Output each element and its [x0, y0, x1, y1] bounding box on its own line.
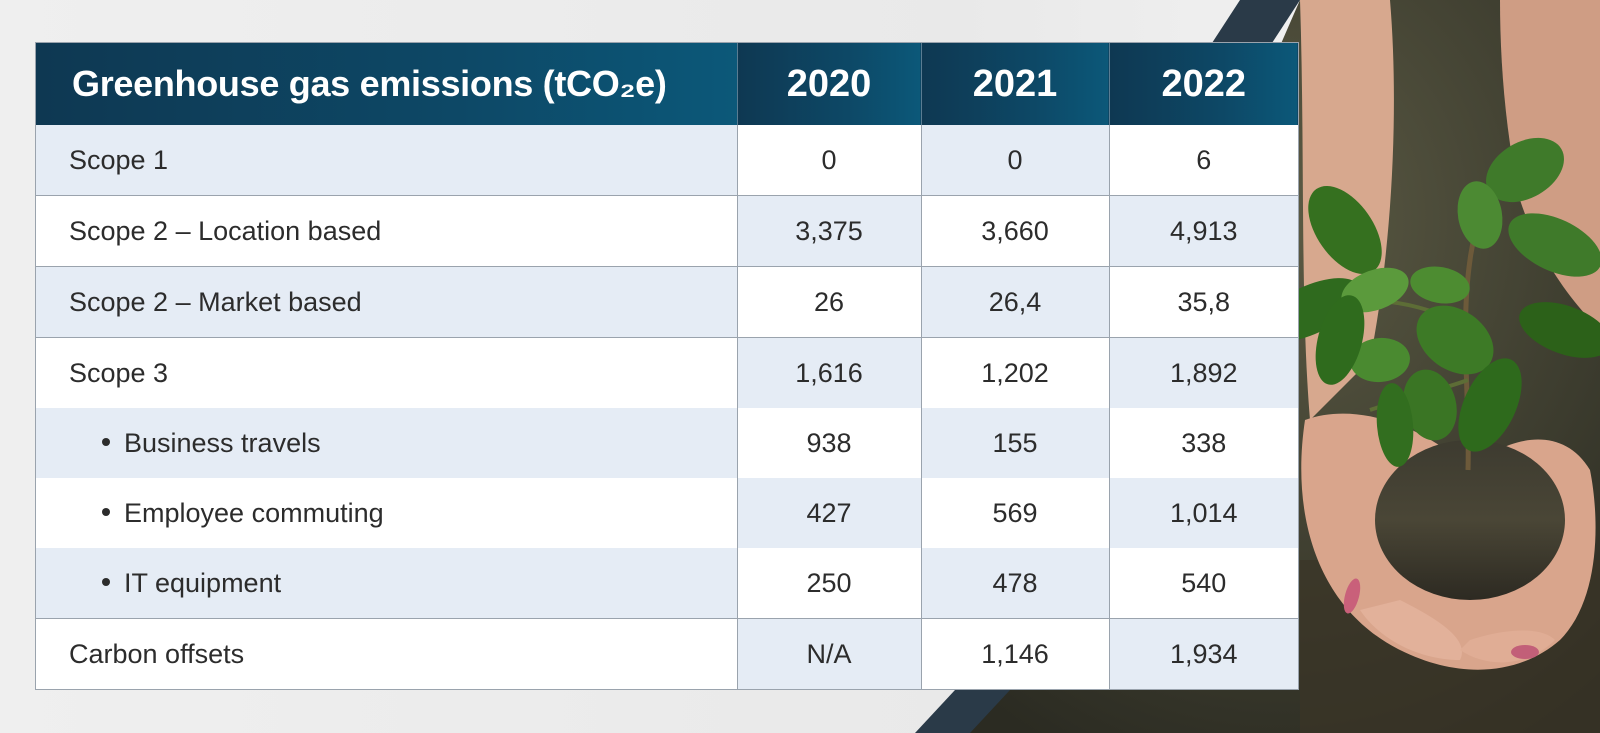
table-row: Scope 2 – Location based 3,375 3,660 4,9…	[36, 195, 1298, 267]
cell-value: 4,913	[1109, 195, 1298, 267]
cell-value: 1,014	[1109, 478, 1298, 548]
cell-value: 1,616	[737, 337, 922, 408]
cell-value: 26	[737, 266, 922, 338]
cell-value: 569	[921, 478, 1110, 548]
cell-value: 938	[737, 408, 922, 478]
table-row: Business travels 938 155 338	[36, 408, 1298, 478]
cell-value: 250	[737, 548, 922, 619]
cell-value: 478	[921, 548, 1110, 619]
cell-value: 1,146	[921, 618, 1110, 689]
cell-value: 155	[921, 408, 1110, 478]
cell-value: 540	[1109, 548, 1298, 619]
row-label: IT equipment	[36, 548, 738, 619]
cell-value: 1,202	[921, 337, 1110, 408]
row-label: Scope 2 – Market based	[36, 266, 738, 338]
table-row: Employee commuting 427 569 1,014	[36, 478, 1298, 548]
table-row: Scope 3 1,616 1,202 1,892	[36, 337, 1298, 408]
cell-value: 26,4	[921, 266, 1110, 338]
row-label: Scope 3	[36, 337, 738, 408]
accent-band-top	[1212, 0, 1300, 43]
emissions-table: Greenhouse gas emissions (tCO₂e) 2020 20…	[36, 43, 1298, 689]
table-header-row: Greenhouse gas emissions (tCO₂e) 2020 20…	[36, 43, 1298, 125]
cell-value: 0	[921, 125, 1110, 196]
cell-value: 35,8	[1109, 266, 1298, 338]
cell-value: 3,660	[921, 195, 1110, 267]
year-2020-header: 2020	[737, 43, 922, 125]
year-2022-header: 2022	[1109, 43, 1298, 125]
cell-value: 1,934	[1109, 618, 1298, 689]
table-row: IT equipment 250 478 540	[36, 548, 1298, 619]
cell-value: 6	[1109, 125, 1298, 196]
emissions-table-container: Greenhouse gas emissions (tCO₂e) 2020 20…	[36, 43, 1298, 689]
table-row: Scope 2 – Market based 26 26,4 35,8	[36, 266, 1298, 338]
cell-value: 1,892	[1109, 337, 1298, 408]
cell-value: N/A	[737, 618, 922, 689]
table-row: Scope 1 0 0 6	[36, 125, 1298, 196]
row-label: Scope 1	[36, 125, 738, 196]
bullet-icon	[102, 438, 110, 447]
table-title: Greenhouse gas emissions (tCO₂e)	[36, 43, 738, 125]
accent-band-bottom	[915, 690, 1010, 733]
year-2021-header: 2021	[921, 43, 1110, 125]
row-label: Business travels	[36, 408, 738, 478]
row-label: Scope 2 – Location based	[36, 195, 738, 267]
bullet-icon	[102, 578, 110, 587]
bullet-icon	[102, 508, 110, 517]
cell-value: 3,375	[737, 195, 922, 267]
cell-value: 427	[737, 478, 922, 548]
row-label: Carbon offsets	[36, 618, 738, 689]
cell-value: 0	[737, 125, 922, 196]
table-row: Carbon offsets N/A 1,146 1,934	[36, 618, 1298, 689]
cell-value: 338	[1181, 427, 1227, 458]
row-label: Employee commuting	[36, 478, 738, 548]
